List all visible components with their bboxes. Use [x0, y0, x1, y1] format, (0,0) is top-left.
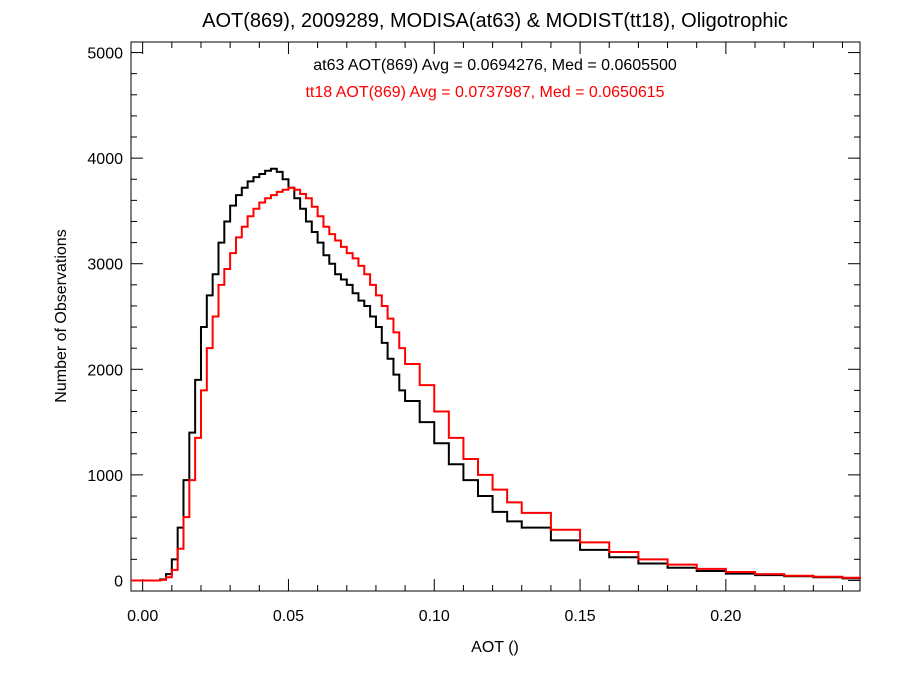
series-line-at63: [131, 167, 861, 582]
y-tick-label: 3000: [87, 257, 123, 274]
x-axis-label: AOT (): [471, 639, 519, 656]
y-tick-label: 5000: [87, 46, 123, 63]
y-tick-label: 4000: [87, 151, 123, 168]
chart-title: AOT(869), 2009289, MODISA(at63) & MODIST…: [202, 10, 788, 32]
x-tick-label: 0.05: [273, 608, 304, 625]
x-tick-label: 0.00: [127, 608, 158, 625]
series-line-tt18: [131, 186, 861, 582]
annotation-tt18: tt18 AOT(869) Avg = 0.0737987, Med = 0.0…: [305, 84, 664, 101]
y-tick-label: 2000: [87, 362, 123, 379]
x-tick-label: 0.10: [419, 608, 450, 625]
annotation-at63: at63 AOT(869) Avg = 0.0694276, Med = 0.0…: [313, 57, 677, 74]
y-tick-label: 1000: [87, 468, 123, 485]
x-tick-label: 0.15: [564, 608, 595, 625]
plot-frame: [130, 41, 861, 592]
axis-ticks: 0.00 0.05 0.10 0.15 0.20 0 1000 2000 3000 4000 500…: [87, 42, 860, 625]
x-tick-label: 0.20: [710, 608, 741, 625]
y-axis-label: Number of Observations: [53, 229, 70, 402]
series-lines: [131, 167, 861, 582]
y-tick-label: 0: [114, 573, 123, 590]
